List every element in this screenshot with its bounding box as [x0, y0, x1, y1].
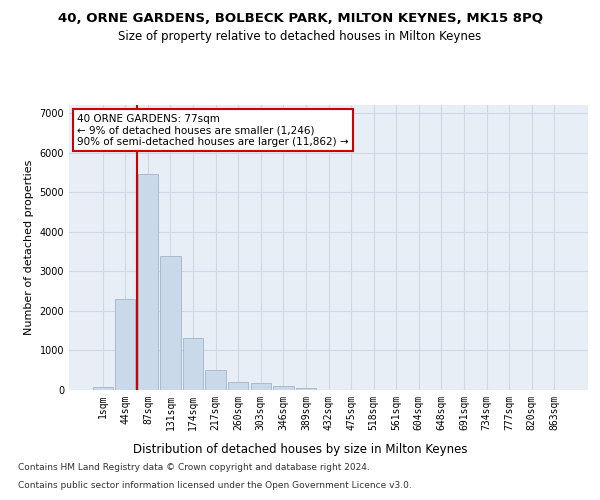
Bar — [183, 338, 203, 390]
Bar — [138, 174, 158, 390]
Text: Size of property relative to detached houses in Milton Keynes: Size of property relative to detached ho… — [118, 30, 482, 43]
Bar — [251, 384, 271, 390]
Bar — [296, 388, 316, 390]
Text: Contains HM Land Registry data © Crown copyright and database right 2024.: Contains HM Land Registry data © Crown c… — [18, 464, 370, 472]
Text: 40 ORNE GARDENS: 77sqm
← 9% of detached houses are smaller (1,246)
90% of semi-d: 40 ORNE GARDENS: 77sqm ← 9% of detached … — [77, 114, 349, 147]
Bar — [160, 256, 181, 390]
Y-axis label: Number of detached properties: Number of detached properties — [24, 160, 34, 335]
Bar — [205, 370, 226, 390]
Text: Distribution of detached houses by size in Milton Keynes: Distribution of detached houses by size … — [133, 442, 467, 456]
Bar — [115, 299, 136, 390]
Bar — [228, 382, 248, 390]
Text: 40, ORNE GARDENS, BOLBECK PARK, MILTON KEYNES, MK15 8PQ: 40, ORNE GARDENS, BOLBECK PARK, MILTON K… — [58, 12, 542, 26]
Text: Contains public sector information licensed under the Open Government Licence v3: Contains public sector information licen… — [18, 481, 412, 490]
Bar — [273, 386, 293, 390]
Bar — [92, 387, 113, 390]
